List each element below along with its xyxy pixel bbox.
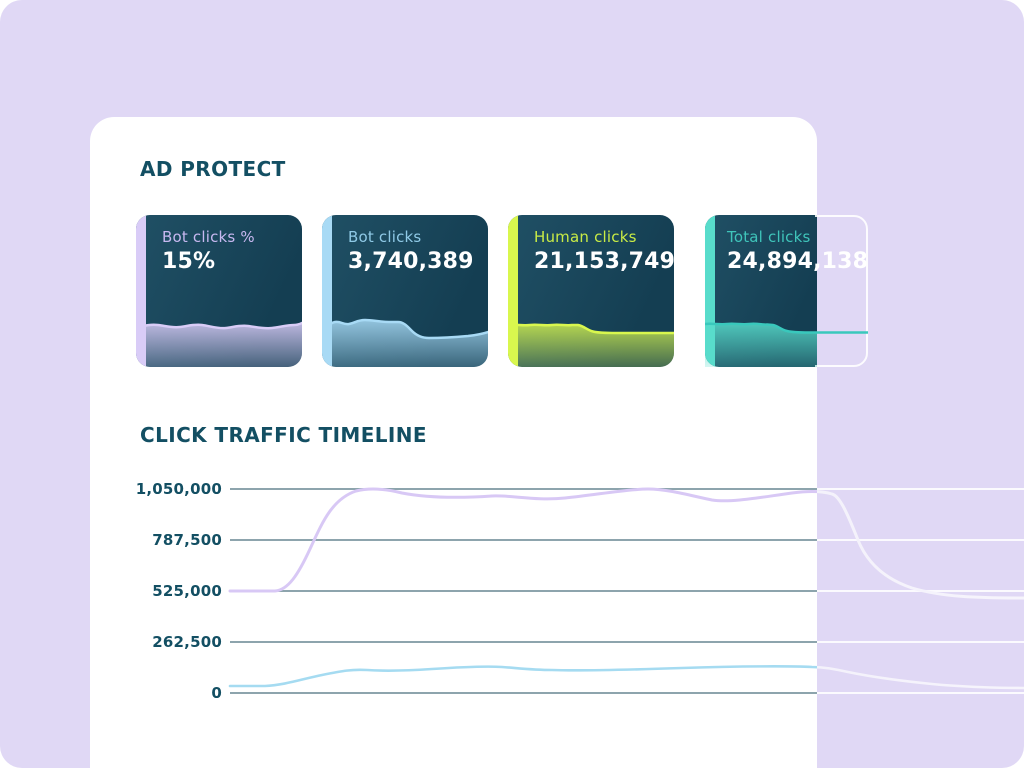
stat-value: 3,740,389	[348, 249, 474, 274]
dashboard-card: AD PROTECT Bot clicks % 15%	[90, 117, 1024, 768]
ghost-card-outline	[815, 215, 868, 367]
stat-value: 21,153,749	[534, 249, 674, 274]
sparkline-chart	[705, 322, 868, 367]
y-tick-label: 525,000	[152, 582, 222, 600]
sparkline-chart	[136, 321, 302, 367]
stat-value: 24,894,138	[727, 249, 869, 274]
gridline	[230, 692, 1024, 694]
stat-label: Human clicks	[534, 228, 637, 246]
accent-stripe	[508, 215, 518, 367]
y-tick-label: 0	[211, 684, 222, 702]
purple-series-line	[228, 487, 1024, 600]
stat-label: Total clicks	[727, 228, 811, 246]
ad-protect-title: AD PROTECT	[140, 157, 286, 181]
gridline	[230, 539, 1024, 541]
stat-card-human-clicks: Human clicks 21,153,749	[508, 215, 674, 367]
y-tick-label: 262,500	[152, 633, 222, 651]
gridline	[230, 590, 1024, 592]
y-tick-label: 787,500	[152, 531, 222, 549]
stat-card-total-clicks: Total clicks 24,894,138	[705, 215, 868, 367]
timeline-title: CLICK TRAFFIC TIMELINE	[140, 423, 427, 447]
gridline	[230, 641, 1024, 643]
accent-stripe	[705, 215, 715, 367]
stat-value: 15%	[162, 249, 216, 274]
stat-label: Bot clicks %	[162, 228, 255, 246]
cyan-series-line	[228, 665, 1024, 690]
timeline-line-chart	[228, 487, 1024, 690]
stat-label: Bot clicks	[348, 228, 422, 246]
stat-card-bot-clicks-pct: Bot clicks % 15%	[136, 215, 302, 367]
sparkline-chart	[322, 318, 488, 367]
accent-stripe	[136, 215, 146, 367]
y-tick-label: 1,050,000	[135, 480, 222, 498]
sparkline-chart	[508, 323, 674, 367]
stat-card-bot-clicks: Bot clicks 3,740,389	[322, 215, 488, 367]
accent-stripe	[322, 215, 332, 367]
